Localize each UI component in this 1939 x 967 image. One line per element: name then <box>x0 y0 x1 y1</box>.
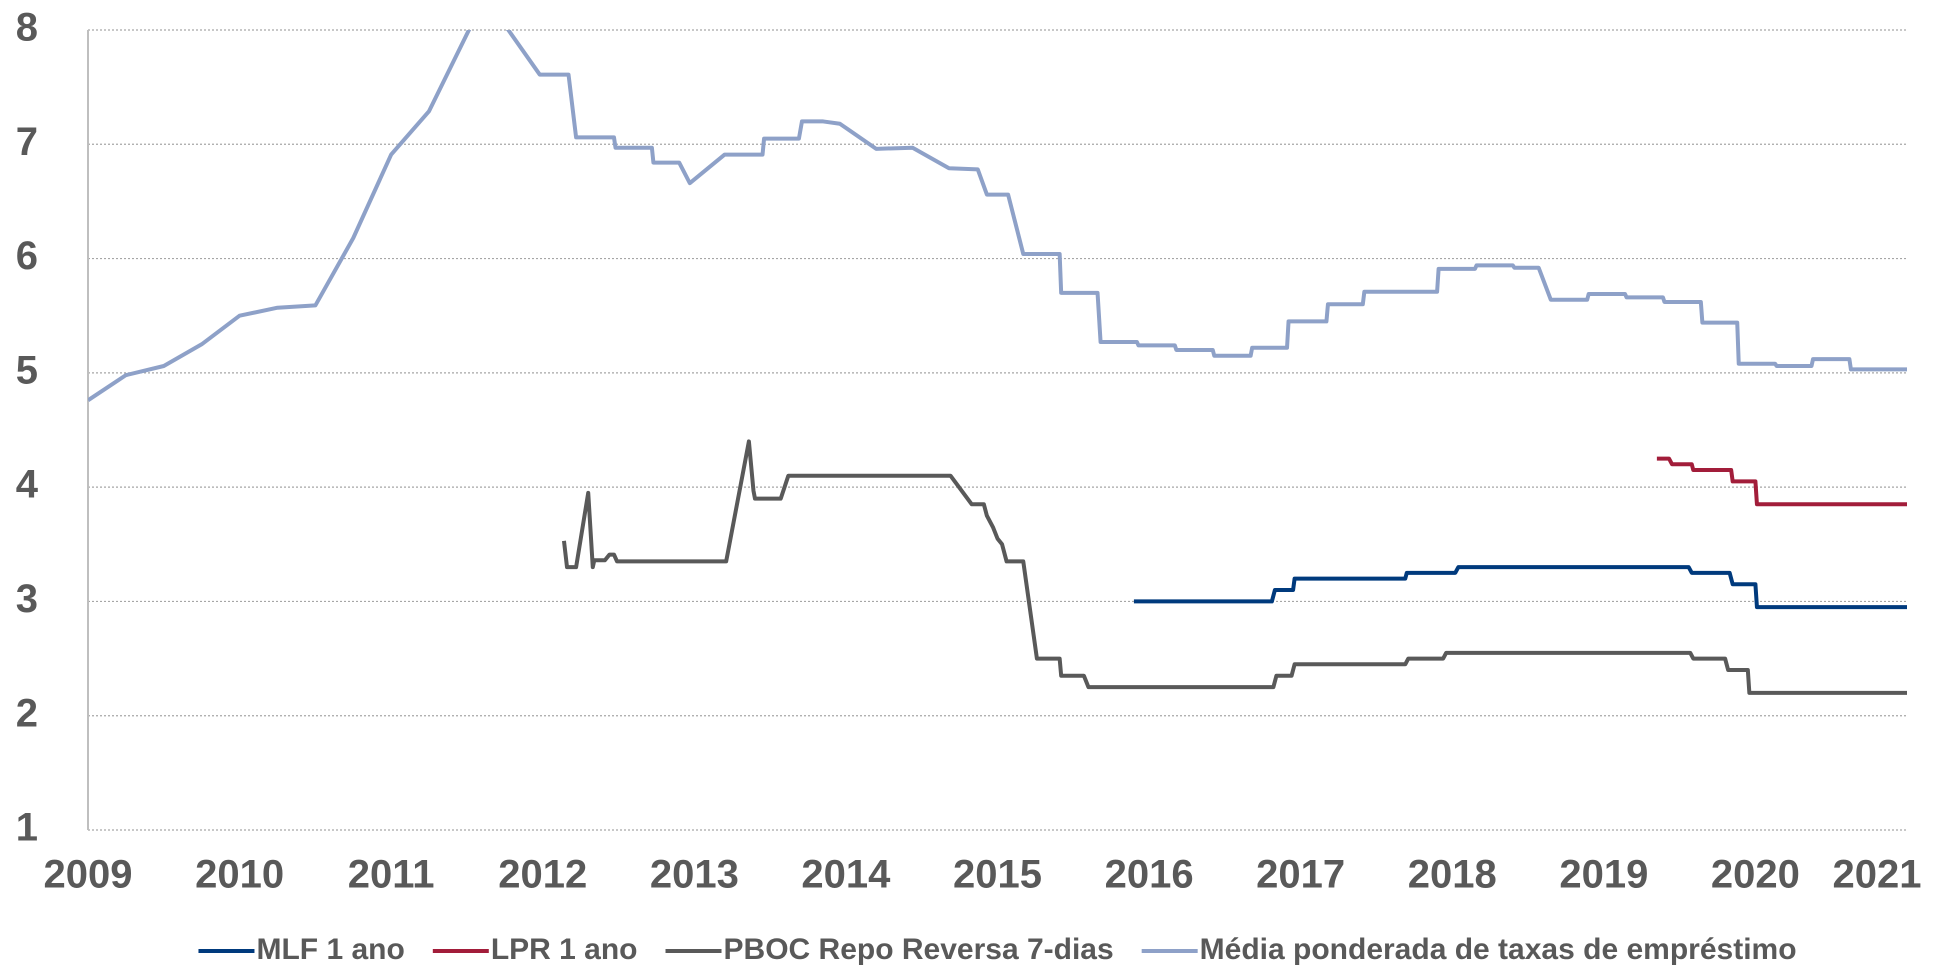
y-tick-label: 2 <box>16 691 38 735</box>
x-tick-label: 2020 <box>1711 853 1800 897</box>
x-tick-label: 2021 <box>1833 853 1922 897</box>
labels: 1 2 3 4 5 6 7 8 2009 2010 2011 2012 2013 2014 2015 2016… <box>16 6 1922 966</box>
series-line <box>561 439 1907 695</box>
legend-label: MLF 1 ano <box>256 933 404 966</box>
grid <box>88 29 1907 831</box>
series-line <box>1133 565 1907 610</box>
plot-area <box>88 30 1907 695</box>
x-tick-label: 2018 <box>1408 853 1497 897</box>
x-tick-label: 2009 <box>44 853 133 897</box>
x-tick-label: 2015 <box>953 853 1042 897</box>
legend-item: MLF 1 ano <box>198 933 405 966</box>
y-tick-label: 4 <box>16 463 39 507</box>
x-tick-label: 2011 <box>348 853 435 897</box>
legend-item: LPR 1 ano <box>432 933 638 966</box>
x-tick-label: 2012 <box>498 853 587 897</box>
y-tick-label: 7 <box>16 120 38 164</box>
series-line <box>1656 456 1907 507</box>
legend-label: Média ponderada de taxas de empréstimo <box>1200 933 1797 966</box>
x-tick-label: 2019 <box>1559 853 1648 897</box>
y-tick-label: 3 <box>16 577 38 621</box>
series-line <box>88 30 1907 402</box>
x-tick-label: 2010 <box>195 853 284 897</box>
y-tick-label: 8 <box>16 6 38 50</box>
x-tick-label: 2016 <box>1105 853 1194 897</box>
legend-label: PBOC Repo Reversa 7-dias <box>724 933 1114 966</box>
legend-item: Média ponderada de taxas de empréstimo <box>1141 933 1797 966</box>
legend-item: PBOC Repo Reversa 7-dias <box>665 933 1114 966</box>
x-tick-label: 2013 <box>650 853 739 897</box>
y-tick-label: 6 <box>16 234 38 278</box>
legend-label: LPR 1 ano <box>491 933 638 966</box>
y-tick-label: 1 <box>16 806 38 850</box>
legend: MLF 1 ano LPR 1 ano PBOC Repo Reversa 7-di… <box>198 933 1797 966</box>
x-tick-label: 2017 <box>1256 853 1345 897</box>
y-tick-label: 5 <box>16 348 38 392</box>
x-tick-label: 2014 <box>801 853 891 897</box>
